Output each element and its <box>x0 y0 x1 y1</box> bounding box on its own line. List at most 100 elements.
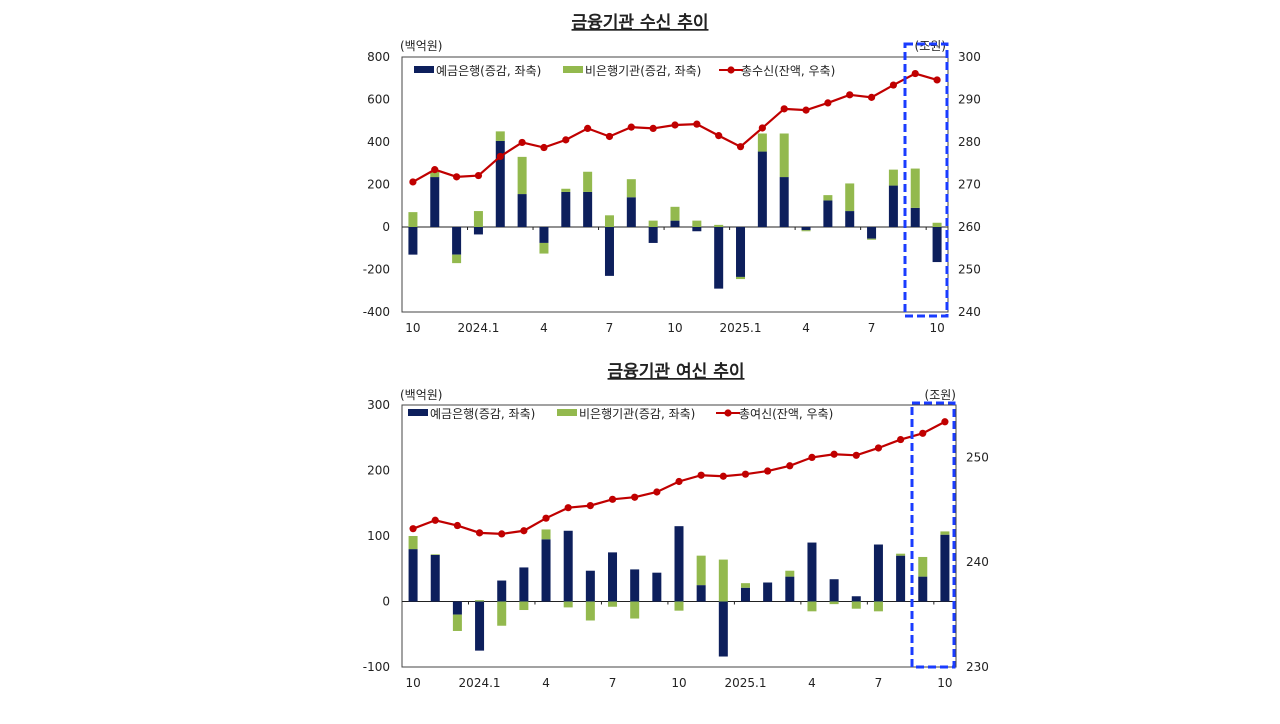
bar-nonbank <box>823 195 833 201</box>
line-point <box>518 138 526 147</box>
chart-title-deposits: 금융기관 수신 추이 <box>572 13 709 33</box>
bar-deposit-bank <box>652 572 662 602</box>
bar-deposit-bank <box>452 601 462 615</box>
right-unit-loans: (조원) <box>925 388 956 402</box>
bar-deposit-bank <box>430 554 440 602</box>
line-point <box>627 123 635 131</box>
line-point <box>608 495 617 503</box>
line-total <box>412 420 946 536</box>
bar-nonbank <box>541 529 551 540</box>
bar-nonbank <box>714 224 724 227</box>
bar-nonbank <box>867 238 877 240</box>
line-point <box>496 152 504 161</box>
line-point <box>675 477 683 486</box>
bar-nonbank <box>801 230 811 232</box>
line-point <box>586 502 594 510</box>
bar-deposit-bank <box>757 151 767 227</box>
line-point <box>758 124 766 132</box>
line-point <box>919 429 927 437</box>
highlight-box <box>903 42 949 318</box>
legend-label-deposit-bank: 예금은행(증감, 좌축) <box>436 63 541 78</box>
line-point <box>715 132 723 140</box>
bar-deposit-bank <box>626 197 636 227</box>
x-tick-label: 4 <box>540 321 548 335</box>
y-right-tick-label: 230 <box>966 660 989 674</box>
bar-nonbank <box>845 183 855 212</box>
bar-deposit-bank <box>604 227 614 276</box>
bar-deposit-bank <box>851 596 861 602</box>
line-point <box>830 450 838 458</box>
x-tick-label: 10 <box>929 321 944 335</box>
bar-nonbank <box>692 220 702 227</box>
bar-deposit-bank <box>714 227 724 289</box>
bar-deposit-bank <box>539 227 549 243</box>
y-left-tick-label: 800 <box>367 50 390 64</box>
bar-nonbank <box>932 222 942 227</box>
bar-nonbank <box>604 215 614 227</box>
legend-label-nonbank: 비은행기관(증감, 좌축) <box>579 406 695 421</box>
bar-deposit-bank <box>718 601 728 657</box>
line-point <box>453 521 461 530</box>
bar-nonbank <box>475 600 485 602</box>
bar-deposit-bank <box>561 191 571 227</box>
bar-deposit-bank <box>452 227 462 255</box>
bar-deposit-bank <box>497 580 507 602</box>
line-point <box>475 529 484 537</box>
bar-deposit-bank <box>517 194 527 227</box>
bar-nonbank <box>495 131 505 141</box>
line-point <box>409 178 417 186</box>
bar-deposit-bank <box>801 227 811 231</box>
bar-nonbank <box>408 212 418 227</box>
line-point <box>941 418 949 426</box>
x-tick-label: 2024.1 <box>457 321 499 335</box>
bar-deposit-bank <box>648 227 658 243</box>
x-tick-label: 10 <box>937 676 952 690</box>
bar-deposit-bank <box>740 587 750 602</box>
y-right-tick-label: 250 <box>966 450 989 464</box>
x-tick-label: 7 <box>875 676 883 690</box>
bar-deposit-bank <box>823 200 833 227</box>
y-right-tick-label: 300 <box>958 50 981 64</box>
bar-deposit-bank <box>563 530 573 602</box>
y-left-tick-label: -400 <box>363 305 390 319</box>
bar-deposit-bank <box>845 211 855 227</box>
bar-nonbank <box>940 531 950 535</box>
bar-deposit-bank <box>736 227 746 277</box>
left-unit-loans: (백억원) <box>400 388 442 402</box>
bar-nonbank <box>452 254 462 264</box>
x-tick-label: 10 <box>671 676 686 690</box>
line-point <box>562 136 570 144</box>
bar-nonbank <box>851 601 861 609</box>
y-left-tick-label: 0 <box>382 220 390 234</box>
line-point <box>409 525 417 533</box>
bar-deposit-bank <box>495 140 505 227</box>
bar-nonbank <box>740 583 750 588</box>
bar-nonbank <box>670 206 680 221</box>
bar-nonbank <box>430 554 440 555</box>
x-tick-label: 4 <box>802 321 810 335</box>
line-point <box>719 472 727 480</box>
line-point <box>671 121 679 129</box>
bar-deposit-bank <box>940 534 950 602</box>
bar-nonbank <box>807 601 817 612</box>
legend-marker-total <box>727 66 735 74</box>
line-point <box>889 81 898 89</box>
x-tick-label: 2024.1 <box>459 676 501 690</box>
y-right-tick-label: 270 <box>958 178 981 192</box>
bar-nonbank <box>896 553 906 556</box>
bar-deposit-bank <box>785 576 795 602</box>
bar-deposit-bank <box>932 227 942 263</box>
chart-title-loans: 금융기관 여신 추이 <box>608 362 745 382</box>
line-point <box>874 444 883 452</box>
bar-nonbank <box>736 276 746 280</box>
legend-label-total-loans: 총여신(잔액, 우축) <box>739 407 833 421</box>
bar-deposit-bank <box>763 582 773 602</box>
line-point <box>697 471 705 479</box>
y-right-tick-label: 240 <box>958 305 981 319</box>
bar-nonbank <box>829 601 839 605</box>
line-point <box>741 470 750 478</box>
y-right-tick-label: 250 <box>958 263 981 277</box>
bar-nonbank <box>517 156 527 195</box>
bar-nonbank <box>626 179 636 198</box>
